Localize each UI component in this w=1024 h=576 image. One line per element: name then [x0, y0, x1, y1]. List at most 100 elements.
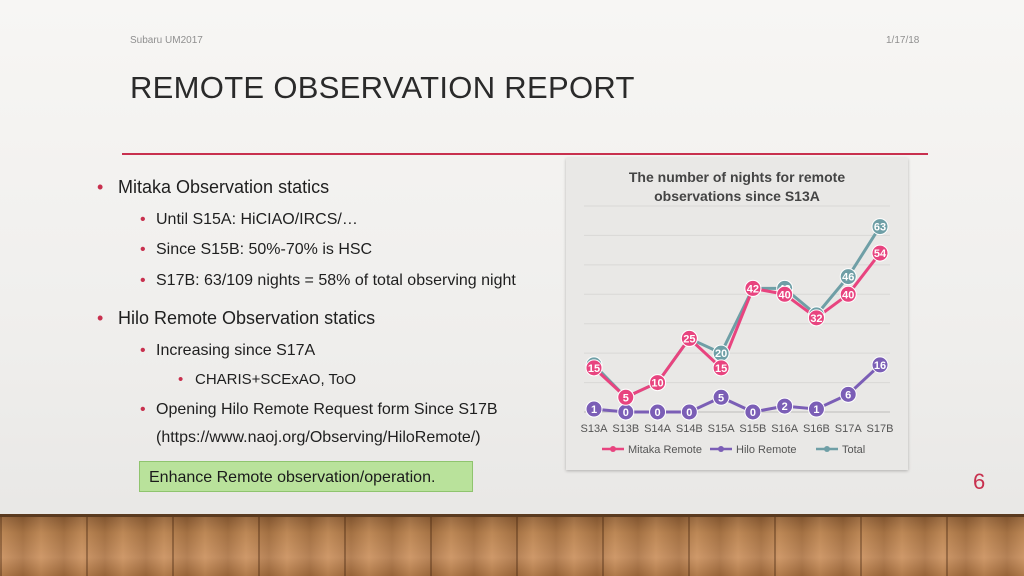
bullet-item: • Since S15B: 50%-70% is HSC: [140, 241, 372, 259]
data-label: 20: [715, 348, 727, 360]
data-label: 32: [810, 313, 822, 325]
bullet-item: • Until S15A: HiCIAO/IRCS/…: [140, 211, 358, 229]
data-label: 40: [779, 289, 791, 301]
bullet-dot: •: [178, 371, 184, 388]
legend-marker: [824, 446, 830, 452]
bullet-item: • Opening Hilo Remote Request form Since…: [140, 401, 498, 419]
bullet-text: Opening Hilo Remote Request form Since S…: [156, 401, 498, 418]
chart-title: The number of nights for remote observati…: [629, 169, 845, 204]
data-point: [680, 403, 698, 421]
bullet-dot: •: [140, 272, 146, 289]
bullet-dot: •: [97, 177, 104, 197]
data-label: 0: [750, 407, 756, 419]
data-label: 6: [845, 389, 851, 401]
data-point: [617, 388, 635, 406]
data-point: [649, 374, 667, 392]
data-point: [776, 397, 794, 415]
slide-title: REMOTE OBSERVATION REPORT: [130, 70, 635, 105]
data-label: 40: [842, 289, 854, 301]
x-tick-label: S14A: [644, 423, 672, 435]
data-point: [776, 285, 794, 303]
chart-panel: The number of nights for remote observati…: [566, 158, 908, 470]
x-tick-label: S16B: [803, 423, 830, 435]
data-point: [744, 279, 762, 297]
callout-box: Enhance Remote observation/operation.: [139, 461, 473, 492]
bullet-dot: •: [97, 308, 104, 328]
bullet-text: (https://www.naoj.org/Observing/HiloRemo…: [156, 429, 481, 446]
data-label: 63: [874, 222, 886, 234]
data-point: [871, 218, 889, 236]
bullet-item: • Hilo Remote Observation statics: [97, 308, 376, 329]
bullet-dot: •: [140, 342, 146, 359]
wood-floor: [0, 514, 1024, 576]
data-point: [807, 400, 825, 418]
data-point: [712, 388, 730, 406]
bullet-item: • Increasing since S17A: [140, 342, 315, 360]
data-label: 10: [651, 378, 663, 390]
legend-marker: [718, 446, 724, 452]
data-point: [839, 268, 857, 286]
legend-label: Mitaka Remote: [628, 444, 702, 456]
data-label: 5: [718, 392, 724, 404]
data-point: [871, 356, 889, 374]
bullet-dot: •: [140, 401, 146, 418]
data-label: 25: [683, 333, 695, 345]
data-point: [871, 244, 889, 262]
header-date: 1/17/18: [886, 35, 920, 46]
data-label: 5: [623, 392, 629, 404]
header-conference: Subaru UM2017: [130, 35, 203, 46]
title-divider: [122, 153, 928, 155]
x-tick-label: S15B: [739, 423, 766, 435]
bullet-item: • CHARIS+SCExAO, ToO: [178, 371, 356, 388]
bullet-dot: •: [140, 241, 146, 258]
bullet-text: Since S15B: 50%-70% is HSC: [156, 241, 373, 258]
bullet-text: S17B: 63/109 nights = 58% of total obser…: [156, 272, 516, 289]
x-tick-label: S13A: [581, 423, 609, 435]
bullet-item: (https://www.naoj.org/Observing/HiloRemo…: [140, 429, 481, 447]
bullet-text: Until S15A: HiCIAO/IRCS/…: [156, 211, 358, 228]
data-label: 1: [591, 404, 597, 416]
data-label: 46: [842, 272, 854, 284]
floor-edge: [0, 514, 1024, 517]
x-tick-label: S15A: [708, 423, 736, 435]
bullet-item: • S17B: 63/109 nights = 58% of total obs…: [140, 272, 516, 290]
data-point: [649, 403, 667, 421]
data-label: 0: [686, 407, 692, 419]
data-label: 15: [715, 363, 727, 375]
legend-label: Total: [842, 444, 865, 456]
x-tick-label: S17B: [867, 423, 894, 435]
legend-label: Hilo Remote: [736, 444, 797, 456]
bullet-text: Mitaka Observation statics: [118, 177, 330, 197]
bullet-text: Hilo Remote Observation statics: [118, 308, 376, 328]
bullet-text: CHARIS+SCExAO, ToO: [195, 371, 357, 388]
series-line: [593, 363, 882, 414]
data-label: 0: [623, 407, 629, 419]
series-line: [592, 252, 882, 399]
x-tick-label: S13B: [612, 423, 639, 435]
data-point: [839, 285, 857, 303]
x-tick-label: S17A: [835, 423, 863, 435]
page-number: 6: [973, 469, 986, 494]
data-label: 0: [654, 407, 660, 419]
x-tick-label: S16A: [771, 423, 799, 435]
data-label: 42: [747, 283, 759, 295]
bullet-text: Increasing since S17A: [156, 342, 316, 359]
series-line: [592, 225, 882, 399]
data-label: 54: [874, 248, 887, 260]
data-point: [807, 309, 825, 327]
bullet-dot: •: [140, 211, 146, 228]
data-label: 15: [588, 363, 600, 375]
data-point: [585, 359, 603, 377]
line-chart: The number of nights for remote observati…: [581, 169, 894, 456]
data-label: 1: [813, 404, 819, 416]
data-point: [839, 385, 857, 403]
legend-marker: [610, 446, 616, 452]
x-tick-label: S14B: [676, 423, 703, 435]
bullet-item: • Mitaka Observation statics: [97, 177, 330, 198]
data-label: 2: [782, 401, 788, 413]
data-point: [712, 359, 730, 377]
data-point: [585, 400, 603, 418]
data-point: [744, 403, 762, 421]
data-point: [680, 329, 698, 347]
data-label: 16: [874, 360, 886, 372]
